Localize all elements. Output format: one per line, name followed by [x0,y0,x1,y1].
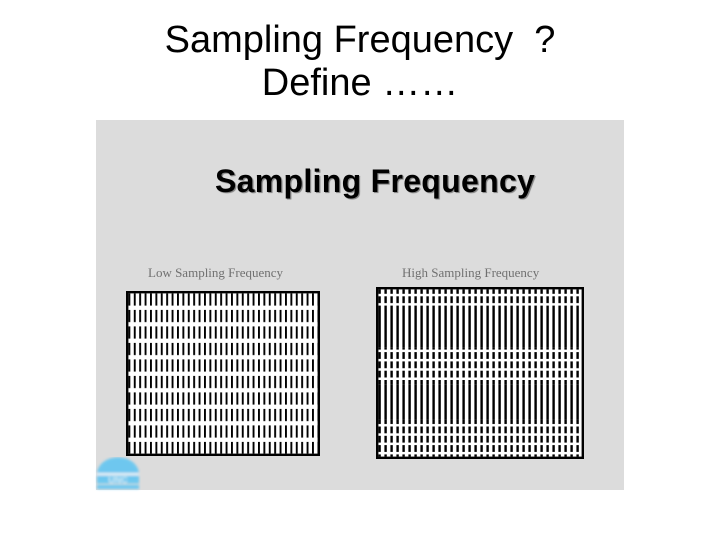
svg-text:UNC: UNC [108,475,128,485]
